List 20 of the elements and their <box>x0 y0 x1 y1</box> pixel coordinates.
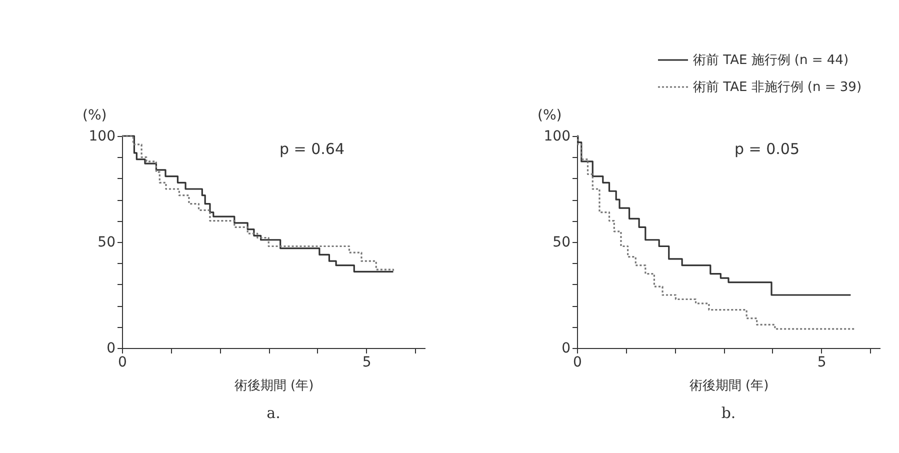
x-axis-title: 術後期間 (年) <box>689 378 769 394</box>
x-tick-label: 0 <box>573 354 582 370</box>
x-tick-label: 0 <box>118 354 127 370</box>
annotation: p = 0.64 <box>279 140 345 158</box>
y-tick-label: 0 <box>106 340 116 356</box>
text: b. <box>721 404 736 422</box>
y-tick-label: 50 <box>98 234 116 250</box>
y-tick-label: 0 <box>562 340 570 356</box>
x-tick-label: 5 <box>817 354 826 370</box>
y-tick-label: 50 <box>552 234 570 250</box>
y-tick-label: 100 <box>88 128 116 144</box>
y-tick-label: 100 <box>544 128 570 144</box>
x-axis-title: 術後期間 (年) <box>234 378 314 394</box>
y-axis-title: (%) <box>538 108 562 124</box>
legend-label: 術前 TAE 非施行例 (n = 39) <box>693 80 862 95</box>
x-tick-label: 5 <box>362 354 372 370</box>
legend-label: 術前 TAE 施行例 (n = 44) <box>693 53 849 68</box>
y-axis-title: (%) <box>82 108 107 124</box>
annotation: p = 0.05 <box>734 140 800 158</box>
text: a. <box>266 404 280 422</box>
